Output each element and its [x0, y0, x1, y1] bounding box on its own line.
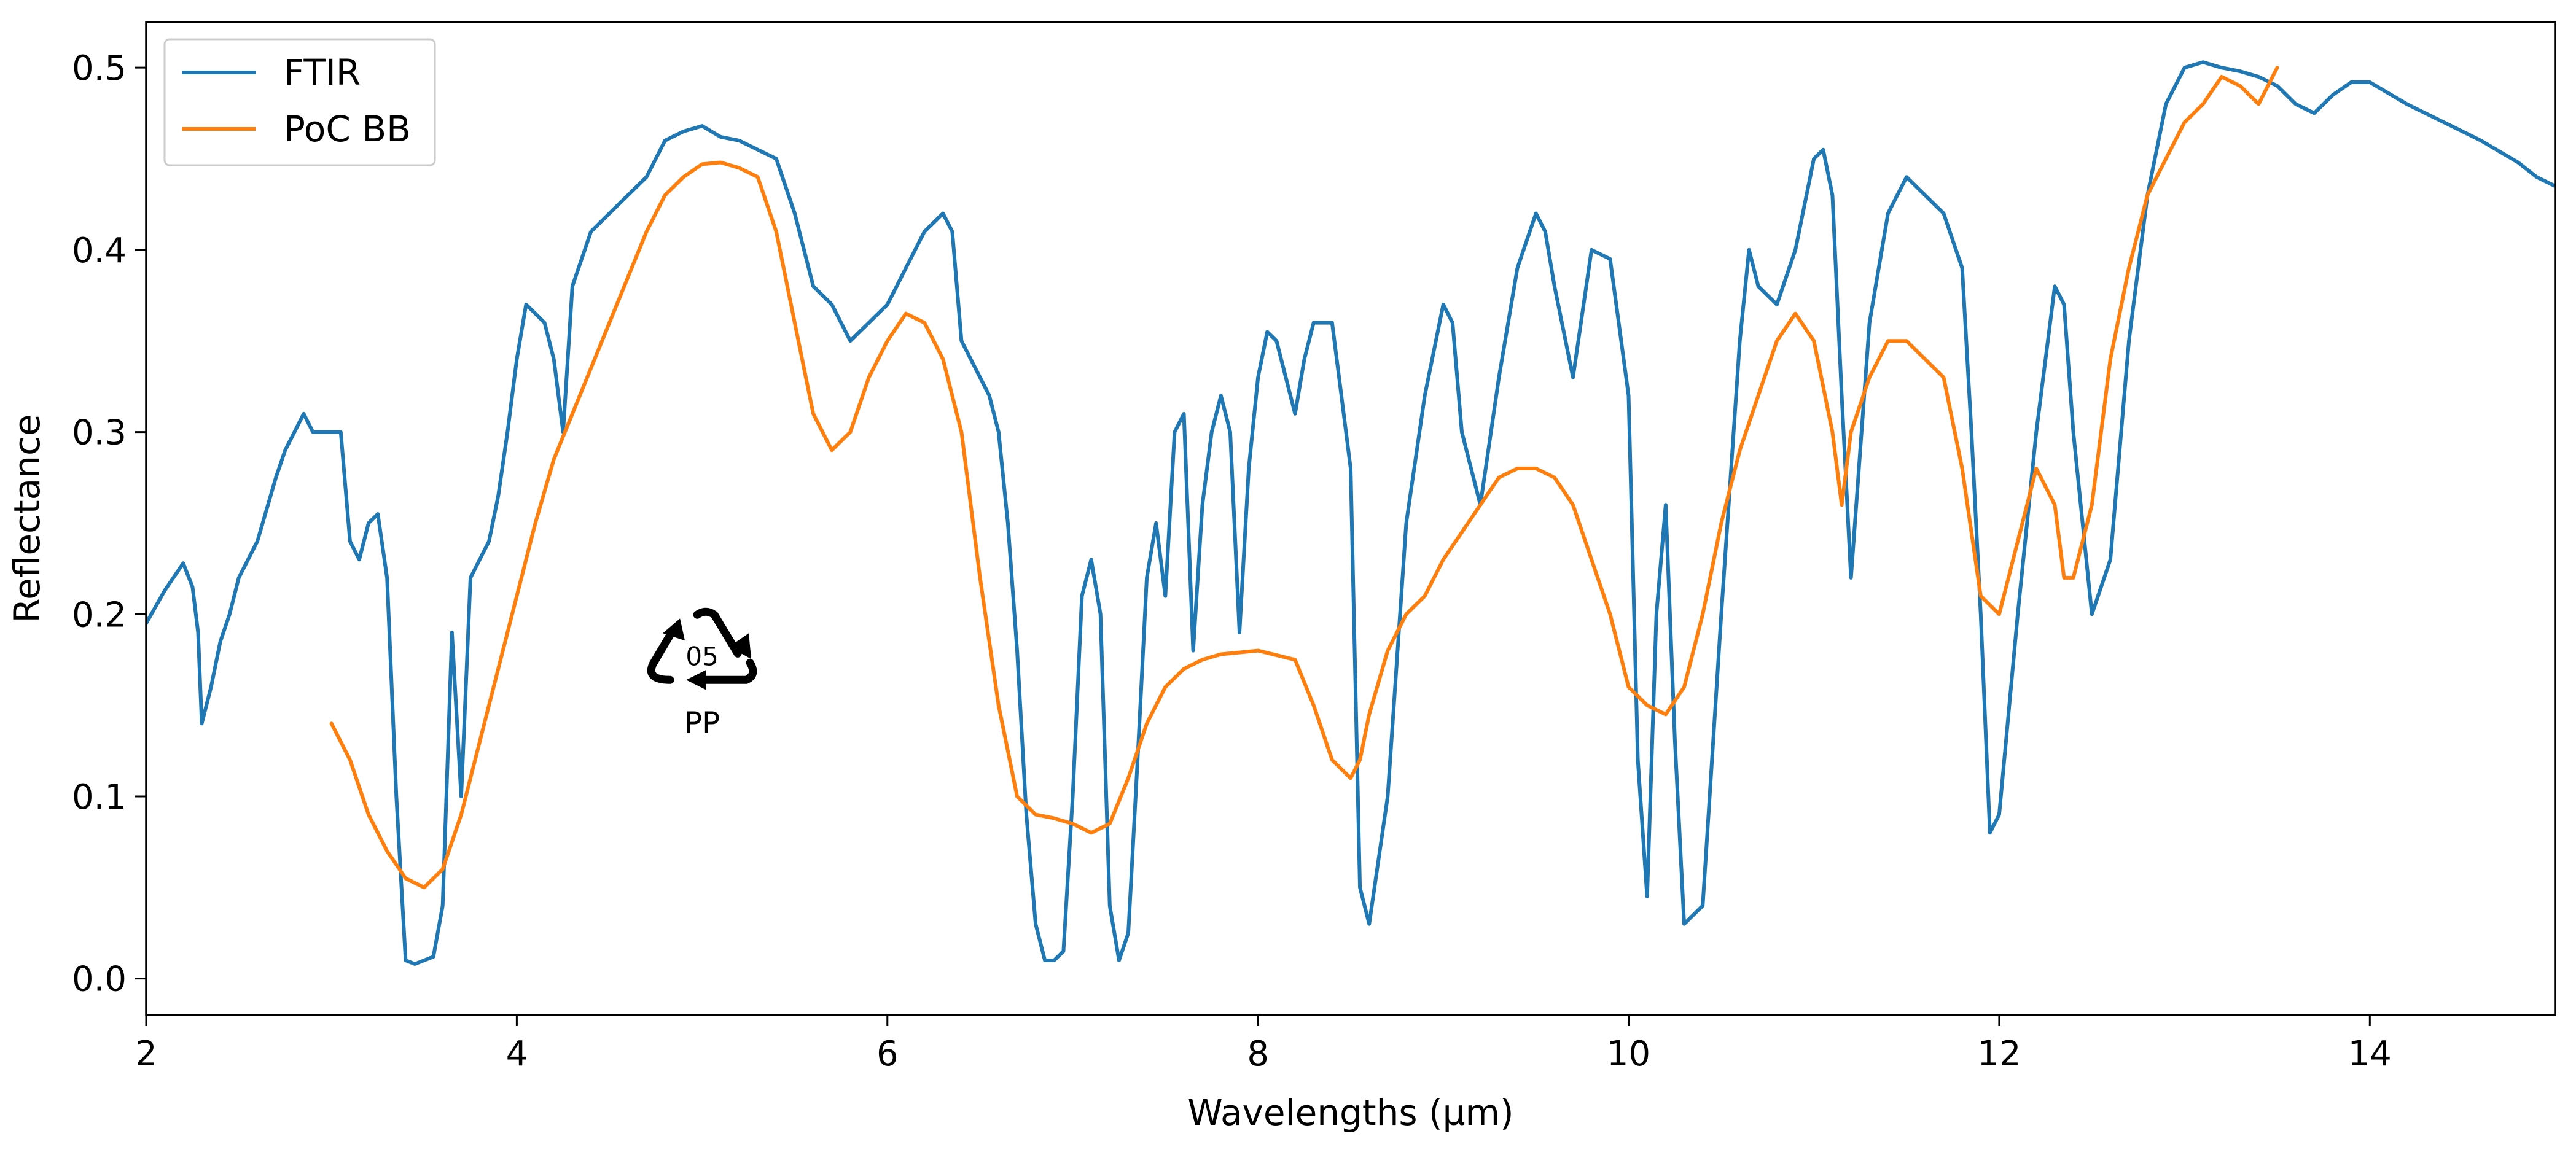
y-tick-label: 0.4: [72, 231, 127, 271]
legend-label-poc-bb: PoC BB: [284, 108, 411, 150]
x-axis-ticks: 2 4 6 8 10 12 14: [135, 1015, 2392, 1074]
x-tick-label: 14: [2348, 1034, 2392, 1074]
series-line-ftir: [146, 60, 2555, 966]
y-tick-label: 0.0: [72, 960, 127, 1000]
recycling-arrowhead-bottom: [686, 670, 706, 690]
x-tick-label: 8: [1247, 1034, 1269, 1074]
x-tick-label: 10: [1607, 1034, 1650, 1074]
y-tick-label: 0.2: [72, 595, 127, 635]
recycling-arrow-right: [693, 607, 742, 658]
legend-label-ftir: FTIR: [284, 52, 361, 93]
x-tick-label: 2: [135, 1034, 157, 1074]
x-tick-label: 12: [1977, 1034, 2021, 1074]
recycling-pp-icon: 05 PP: [647, 607, 757, 740]
y-axis-label: Reflectance: [6, 414, 48, 623]
recycling-arrow-bottom: [694, 658, 757, 684]
series-line-poc-bb: [329, 66, 2279, 890]
y-tick-label: 0.1: [72, 777, 127, 817]
recycling-arrow-left: [647, 626, 677, 684]
x-tick-label: 4: [506, 1034, 528, 1074]
x-axis-label: Wavelengths (µm): [1187, 1092, 1513, 1134]
axes-frame: [145, 21, 2556, 1016]
x-tick-label: 6: [876, 1034, 899, 1074]
y-tick-label: 0.3: [72, 413, 127, 453]
legend: FTIR PoC BB: [163, 38, 436, 166]
plot-area: [145, 21, 2556, 1016]
y-tick-label: 0.5: [72, 49, 127, 88]
series-layer: [146, 60, 2555, 966]
recycling-code: 05: [685, 641, 718, 671]
recycling-arrowhead-left: [663, 618, 685, 641]
recycling-label: PP: [684, 706, 720, 740]
y-axis-ticks: 0.0 0.1 0.2 0.3 0.4 0.5: [72, 49, 146, 1000]
recycling-arrowhead-right: [729, 633, 752, 659]
